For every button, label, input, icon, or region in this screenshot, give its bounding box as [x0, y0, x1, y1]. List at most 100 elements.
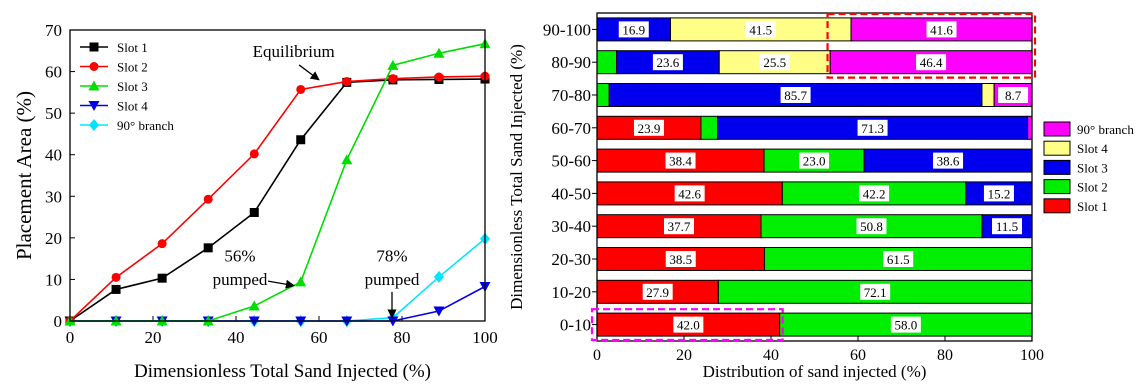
- x-tick-label: 60: [850, 347, 866, 364]
- bar-label-slot-3: 16.9: [622, 22, 645, 37]
- bar-label-bg: [673, 316, 704, 333]
- bar-row-30-40: 37.7 50.8 11.5: [596, 214, 1033, 239]
- annotation-78-pumped-line2: pumped: [365, 270, 420, 289]
- bar-label-bg: [642, 283, 673, 300]
- series-line-slot-1: [69, 78, 486, 322]
- bar-label-bg: [652, 54, 683, 71]
- legend-label-slot-2: Slot 2: [1077, 180, 1108, 195]
- annotation-78-pumped-line1: 78%: [376, 247, 407, 266]
- bar-label-slot-3: 71.3: [861, 121, 884, 136]
- y-tick-label: 0-10: [560, 316, 591, 335]
- bar-row-10-20: 27.9 72.1: [596, 279, 1033, 304]
- legend-marker-slot-4: [88, 101, 100, 111]
- bar-label-slot-2: 23.0: [803, 154, 826, 169]
- bar-row-60-70: 23.9 71.3: [596, 115, 1033, 140]
- legend-marker-slot-3: [88, 80, 100, 91]
- data-point-slot-3: [387, 59, 399, 70]
- bar-label-slot-1: 42.0: [677, 318, 700, 333]
- y-tick-label: 20-30: [551, 250, 591, 269]
- data-point-slot-1: [157, 273, 167, 283]
- bar-label-bg: [665, 251, 696, 267]
- y-tick-label: 30: [45, 187, 62, 206]
- bar-label-slot-3: 15.2: [988, 186, 1011, 201]
- data-point-slot-2: [342, 77, 352, 87]
- data-point-slot-3: [295, 276, 307, 287]
- bar-label-bg: [857, 119, 888, 136]
- legend-label-slot-3: Slot 3: [1077, 160, 1108, 175]
- data-point-slot-2: [296, 84, 306, 94]
- bar-label-slot-3: 11.5: [996, 219, 1018, 234]
- data-point-slot-1: [203, 243, 213, 253]
- data-point-slot-3: [341, 154, 353, 165]
- bar-label-bg: [883, 251, 914, 267]
- legend-label-slot-2: Slot 2: [117, 60, 148, 75]
- data-point-slot-1: [111, 284, 121, 294]
- bar-label-slot-1: 38.5: [669, 252, 692, 267]
- data-point-slot-2: [157, 239, 167, 249]
- bar-label-bg: [618, 21, 649, 38]
- bar-label-bg: [983, 185, 1014, 202]
- bar-segment-slot-2: [596, 50, 618, 75]
- bar-label-bg: [745, 21, 776, 38]
- x-tick-label: 100: [472, 328, 498, 347]
- series-slot-2: [65, 71, 490, 326]
- y-tick-label: 50-60: [551, 152, 591, 171]
- data-point-slot-1: [249, 207, 259, 217]
- bar-label-90-branch: 46.4: [920, 55, 943, 70]
- legend-label-slot-1: Slot 1: [117, 40, 148, 55]
- y-tick-label: 90-100: [543, 20, 591, 39]
- series-line-slot-2: [69, 75, 486, 322]
- bar-label-slot-3: 38.6: [937, 154, 960, 169]
- legend-marker-90-branch: [89, 119, 99, 131]
- legend-swatch-90-branch: [1043, 121, 1071, 137]
- y-tick-label: 70: [45, 21, 62, 40]
- bar-label-slot-2: 42.2: [863, 186, 886, 201]
- bar-label-slot-3: 85.7: [784, 88, 807, 103]
- x-axis-label: Distribution of sand injected (%): [703, 362, 927, 381]
- data-point-slot-4: [433, 306, 445, 317]
- y-axis-label: Placement Area (%): [12, 91, 36, 260]
- bar-label-bg: [933, 152, 964, 169]
- x-tick-label: 40: [763, 347, 779, 364]
- y-tick-label: 70-80: [551, 86, 591, 105]
- data-point-slot-2: [434, 72, 444, 82]
- bar-label-slot-2: 72.1: [864, 285, 887, 300]
- annotation-equilibrium: Equilibrium: [253, 42, 335, 61]
- bar-row-0-10: 42.0 58.0: [596, 312, 1033, 337]
- bar-label-bg: [860, 283, 891, 300]
- x-tick-label: 0: [66, 328, 75, 347]
- x-tick-label: 60: [311, 328, 328, 347]
- legend-swatch-slot-4: [1043, 140, 1071, 156]
- bar-label-bg: [759, 54, 790, 71]
- y-tick-label: 10-20: [551, 283, 591, 302]
- x-tick-label: 0: [593, 347, 601, 364]
- bar-label-bg: [663, 218, 694, 235]
- bar-label-bg: [890, 316, 921, 333]
- annotation-56-pumped-line1: 56%: [224, 247, 255, 266]
- legend-label-slot-4: Slot 4: [117, 99, 148, 114]
- bar-label-slot-4: 25.5: [763, 55, 786, 70]
- bar-row-80-90: 23.6 25.5 46.4: [596, 50, 1033, 75]
- y-tick-label: 60: [45, 63, 62, 82]
- bar-label-bg: [859, 185, 890, 202]
- y-axis-label: Dimensionless Total Sand Injected (%): [507, 44, 526, 310]
- annotation-56-pumped-line2: pumped: [213, 270, 268, 289]
- y-tick-label: 0: [54, 312, 63, 331]
- bar-label-slot-2: 58.0: [894, 318, 917, 333]
- bar-label-bg: [856, 218, 887, 235]
- x-tick-label: 100: [1020, 347, 1044, 364]
- legend-label-slot-3: Slot 3: [117, 79, 148, 94]
- bar-segment-slot-2: [596, 83, 610, 107]
- x-tick-label: 80: [937, 347, 953, 364]
- legend-swatch-slot-1: [1043, 198, 1071, 214]
- x-tick-label: 80: [394, 328, 411, 347]
- x-tick-label: 20: [676, 347, 692, 364]
- data-point-slot-2: [249, 149, 259, 159]
- legend-swatch-slot-3: [1043, 159, 1071, 175]
- bar-label-bg: [633, 119, 664, 136]
- y-tick-label: 40-50: [551, 184, 591, 203]
- bar-label-slot-1: 37.7: [668, 219, 691, 234]
- plot-frame: [596, 12, 1033, 342]
- bar-label-bg: [998, 87, 1029, 103]
